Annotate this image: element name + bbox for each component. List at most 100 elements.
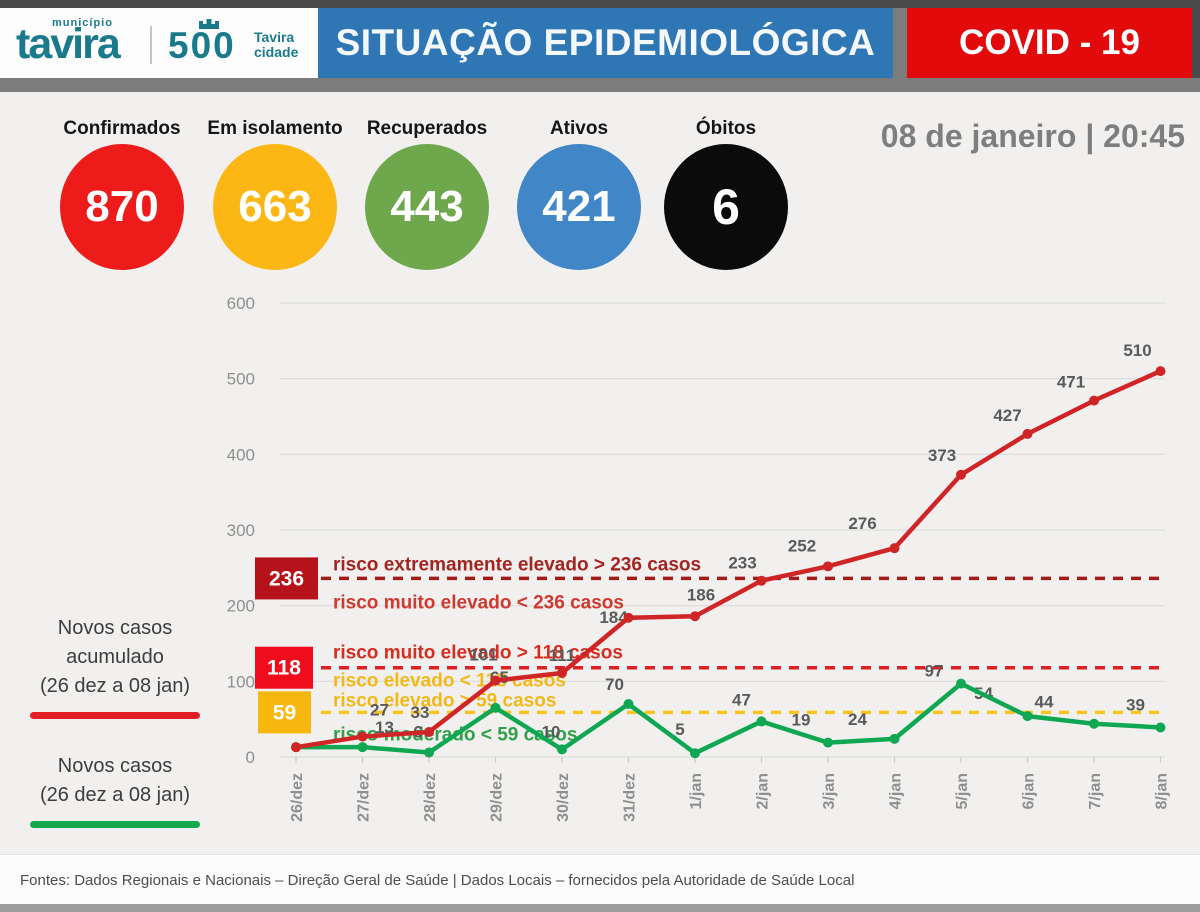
- data-label: 27: [370, 701, 389, 720]
- header-separator: [0, 78, 1200, 92]
- marker: [490, 675, 501, 686]
- x-label-3/jan: 3/jan: [821, 773, 838, 809]
- marker: [889, 733, 900, 744]
- stat-label-ativos: Ativos: [549, 118, 609, 139]
- crown-icon: [197, 16, 223, 34]
- covid-banner: COVID - 19: [907, 8, 1192, 78]
- epidemiological-title-banner: SITUAÇÃO EPIDEMIOLÓGICA: [318, 8, 893, 78]
- x-label-30/dez: 30/dez: [555, 773, 572, 822]
- data-label: 39: [1126, 695, 1145, 714]
- marker: [756, 716, 767, 727]
- tavira-cidade-label: Tavira cidade: [254, 29, 299, 60]
- y-tick-500: 500: [227, 370, 255, 389]
- data-label: 24: [848, 710, 867, 729]
- marker: [956, 469, 966, 480]
- marker: [1089, 718, 1099, 729]
- y-tick-600: 600: [227, 294, 255, 313]
- threshold-box-label-236: 236: [269, 567, 304, 590]
- cumulative-line: [295, 369, 1162, 750]
- marker: [756, 575, 767, 586]
- stat-label-obitos: Óbitos: [695, 118, 757, 139]
- data-label: 97: [925, 662, 944, 681]
- footer-sources: Fontes: Dados Regionais e Nacionais – Di…: [20, 871, 855, 889]
- marker: [690, 611, 700, 622]
- data-label: 10: [542, 722, 561, 741]
- data-label: 252: [788, 536, 816, 555]
- data-label: 427: [993, 406, 1021, 425]
- marker: [1089, 395, 1099, 406]
- footer: Fontes: Dados Regionais e Nacionais – Di…: [0, 854, 1200, 905]
- marker: [1155, 366, 1166, 377]
- x-label-6/jan: 6/jan: [1021, 773, 1038, 809]
- data-label: 5: [675, 720, 684, 739]
- data-label: 101: [469, 646, 497, 665]
- bottom-edge-strip: [0, 904, 1200, 912]
- stat-circle-ativos: 421: [517, 144, 641, 270]
- threshold-box-label-118: 118: [267, 657, 301, 680]
- tavira-logo: tavira: [16, 20, 121, 68]
- data-label: 471: [1057, 373, 1085, 392]
- municipio-label: município: [52, 17, 113, 29]
- stat-label-isolamento: Em isolamento: [207, 118, 343, 139]
- header-right-edge: [1192, 8, 1200, 78]
- marker: [557, 744, 567, 755]
- x-label-5/jan: 5/jan: [954, 773, 971, 809]
- x-label-29/dez: 29/dez: [489, 773, 506, 822]
- x-label-7/jan: 7/jan: [1087, 773, 1104, 809]
- marker: [956, 678, 966, 689]
- marker: [1022, 428, 1033, 439]
- risk-label-below-118: risco elevado < 118 casos: [333, 671, 566, 692]
- threshold-box-label-59: 59: [273, 701, 296, 724]
- x-label-27/dez: 27/dez: [356, 773, 373, 822]
- threshold-box-236: [255, 557, 318, 600]
- stat-circle-isolamento: 663: [213, 144, 337, 270]
- marker: [1022, 711, 1033, 722]
- marker: [357, 742, 368, 753]
- data-label: 111: [549, 646, 576, 665]
- risk-label-above-59: risco elevado > 59 casos: [333, 690, 556, 711]
- x-label-26/dez: 26/dez: [289, 773, 306, 822]
- data-label: 70: [605, 675, 624, 694]
- five-hundred-logo: 500: [168, 25, 236, 66]
- marker: [1155, 722, 1166, 733]
- data-label: 510: [1123, 341, 1151, 360]
- risk-label-above-236: risco extremamente elevado > 236 casos: [333, 554, 701, 575]
- y-tick-0: 0: [246, 748, 255, 767]
- legend-daily: Novos casos (26 dez a 08 jan): [10, 752, 220, 828]
- marker: [823, 561, 833, 572]
- daily-line: [296, 681, 1161, 756]
- marker: [424, 727, 434, 738]
- marker: [357, 731, 368, 742]
- logo-band: município tavira 500 Tavira cidade: [0, 8, 318, 78]
- y-tick-300: 300: [227, 521, 255, 540]
- x-label-2/jan: 2/jan: [755, 773, 772, 809]
- marker: [889, 543, 900, 554]
- data-label: 373: [928, 446, 956, 465]
- data-label: 13: [375, 718, 394, 737]
- data-label: 44: [1035, 693, 1054, 712]
- threshold-box-59: [258, 691, 311, 734]
- logo-divider: [150, 26, 152, 64]
- stat-label-confirmados: Confirmados: [63, 118, 181, 139]
- data-label: 33: [411, 703, 430, 722]
- marker: [623, 612, 634, 623]
- stat-circle-obitos: 6: [664, 144, 788, 270]
- marker: [557, 668, 567, 679]
- legend-cumulative-bar: [30, 712, 200, 719]
- data-label: 186: [687, 585, 715, 604]
- banner-gap: [893, 8, 907, 78]
- threshold-box-118: [255, 646, 313, 689]
- data-label: 276: [848, 514, 876, 533]
- data-label: 19: [792, 711, 811, 730]
- risk-label-below-236: risco muito elevado < 236 casos: [333, 592, 624, 613]
- marker: [623, 699, 634, 710]
- marker: [490, 702, 501, 713]
- data-label: 233: [728, 554, 756, 573]
- stat-circle-recuperados: 443: [365, 144, 489, 270]
- x-label-28/dez: 28/dez: [422, 773, 439, 822]
- x-label-31/dez: 31/dez: [622, 773, 639, 822]
- y-tick-400: 400: [227, 445, 255, 464]
- stat-label-recuperados: Recuperados: [366, 118, 488, 139]
- legend-cumulative: Novos casos acumulado (26 dez a 08 jan): [10, 614, 220, 719]
